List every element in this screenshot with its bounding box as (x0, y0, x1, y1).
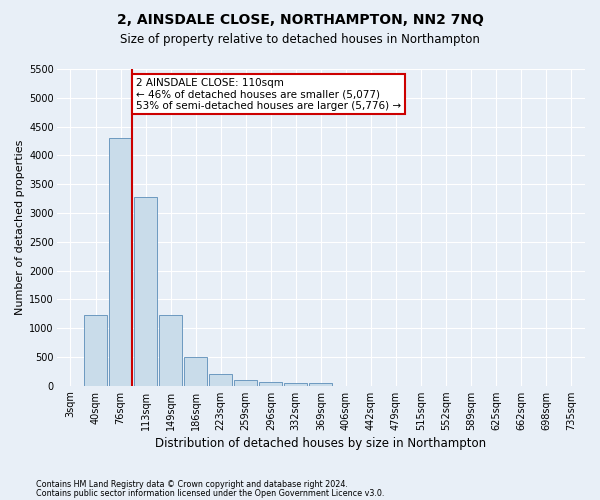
Bar (184, 358, 207, 386)
Bar (259, 382, 282, 386)
Bar (84, 316, 107, 386)
Bar (234, 380, 257, 386)
Bar (134, 197, 157, 386)
Text: Contains HM Land Registry data © Crown copyright and database right 2024.: Contains HM Land Registry data © Crown c… (36, 480, 348, 489)
Y-axis label: Number of detached properties: Number of detached properties (15, 140, 25, 315)
X-axis label: Distribution of detached houses by size in Northampton: Distribution of detached houses by size … (155, 437, 487, 450)
Bar (209, 374, 232, 386)
Bar (310, 383, 332, 386)
Text: Size of property relative to detached houses in Northampton: Size of property relative to detached ho… (120, 32, 480, 46)
Bar (159, 316, 182, 386)
Bar (284, 383, 307, 386)
Text: 2, AINSDALE CLOSE, NORTHAMPTON, NN2 7NQ: 2, AINSDALE CLOSE, NORTHAMPTON, NN2 7NQ (116, 12, 484, 26)
Text: Contains public sector information licensed under the Open Government Licence v3: Contains public sector information licen… (36, 488, 385, 498)
Bar (109, 138, 132, 386)
Text: 2 AINSDALE CLOSE: 110sqm
← 46% of detached houses are smaller (5,077)
53% of sem: 2 AINSDALE CLOSE: 110sqm ← 46% of detach… (136, 78, 401, 111)
